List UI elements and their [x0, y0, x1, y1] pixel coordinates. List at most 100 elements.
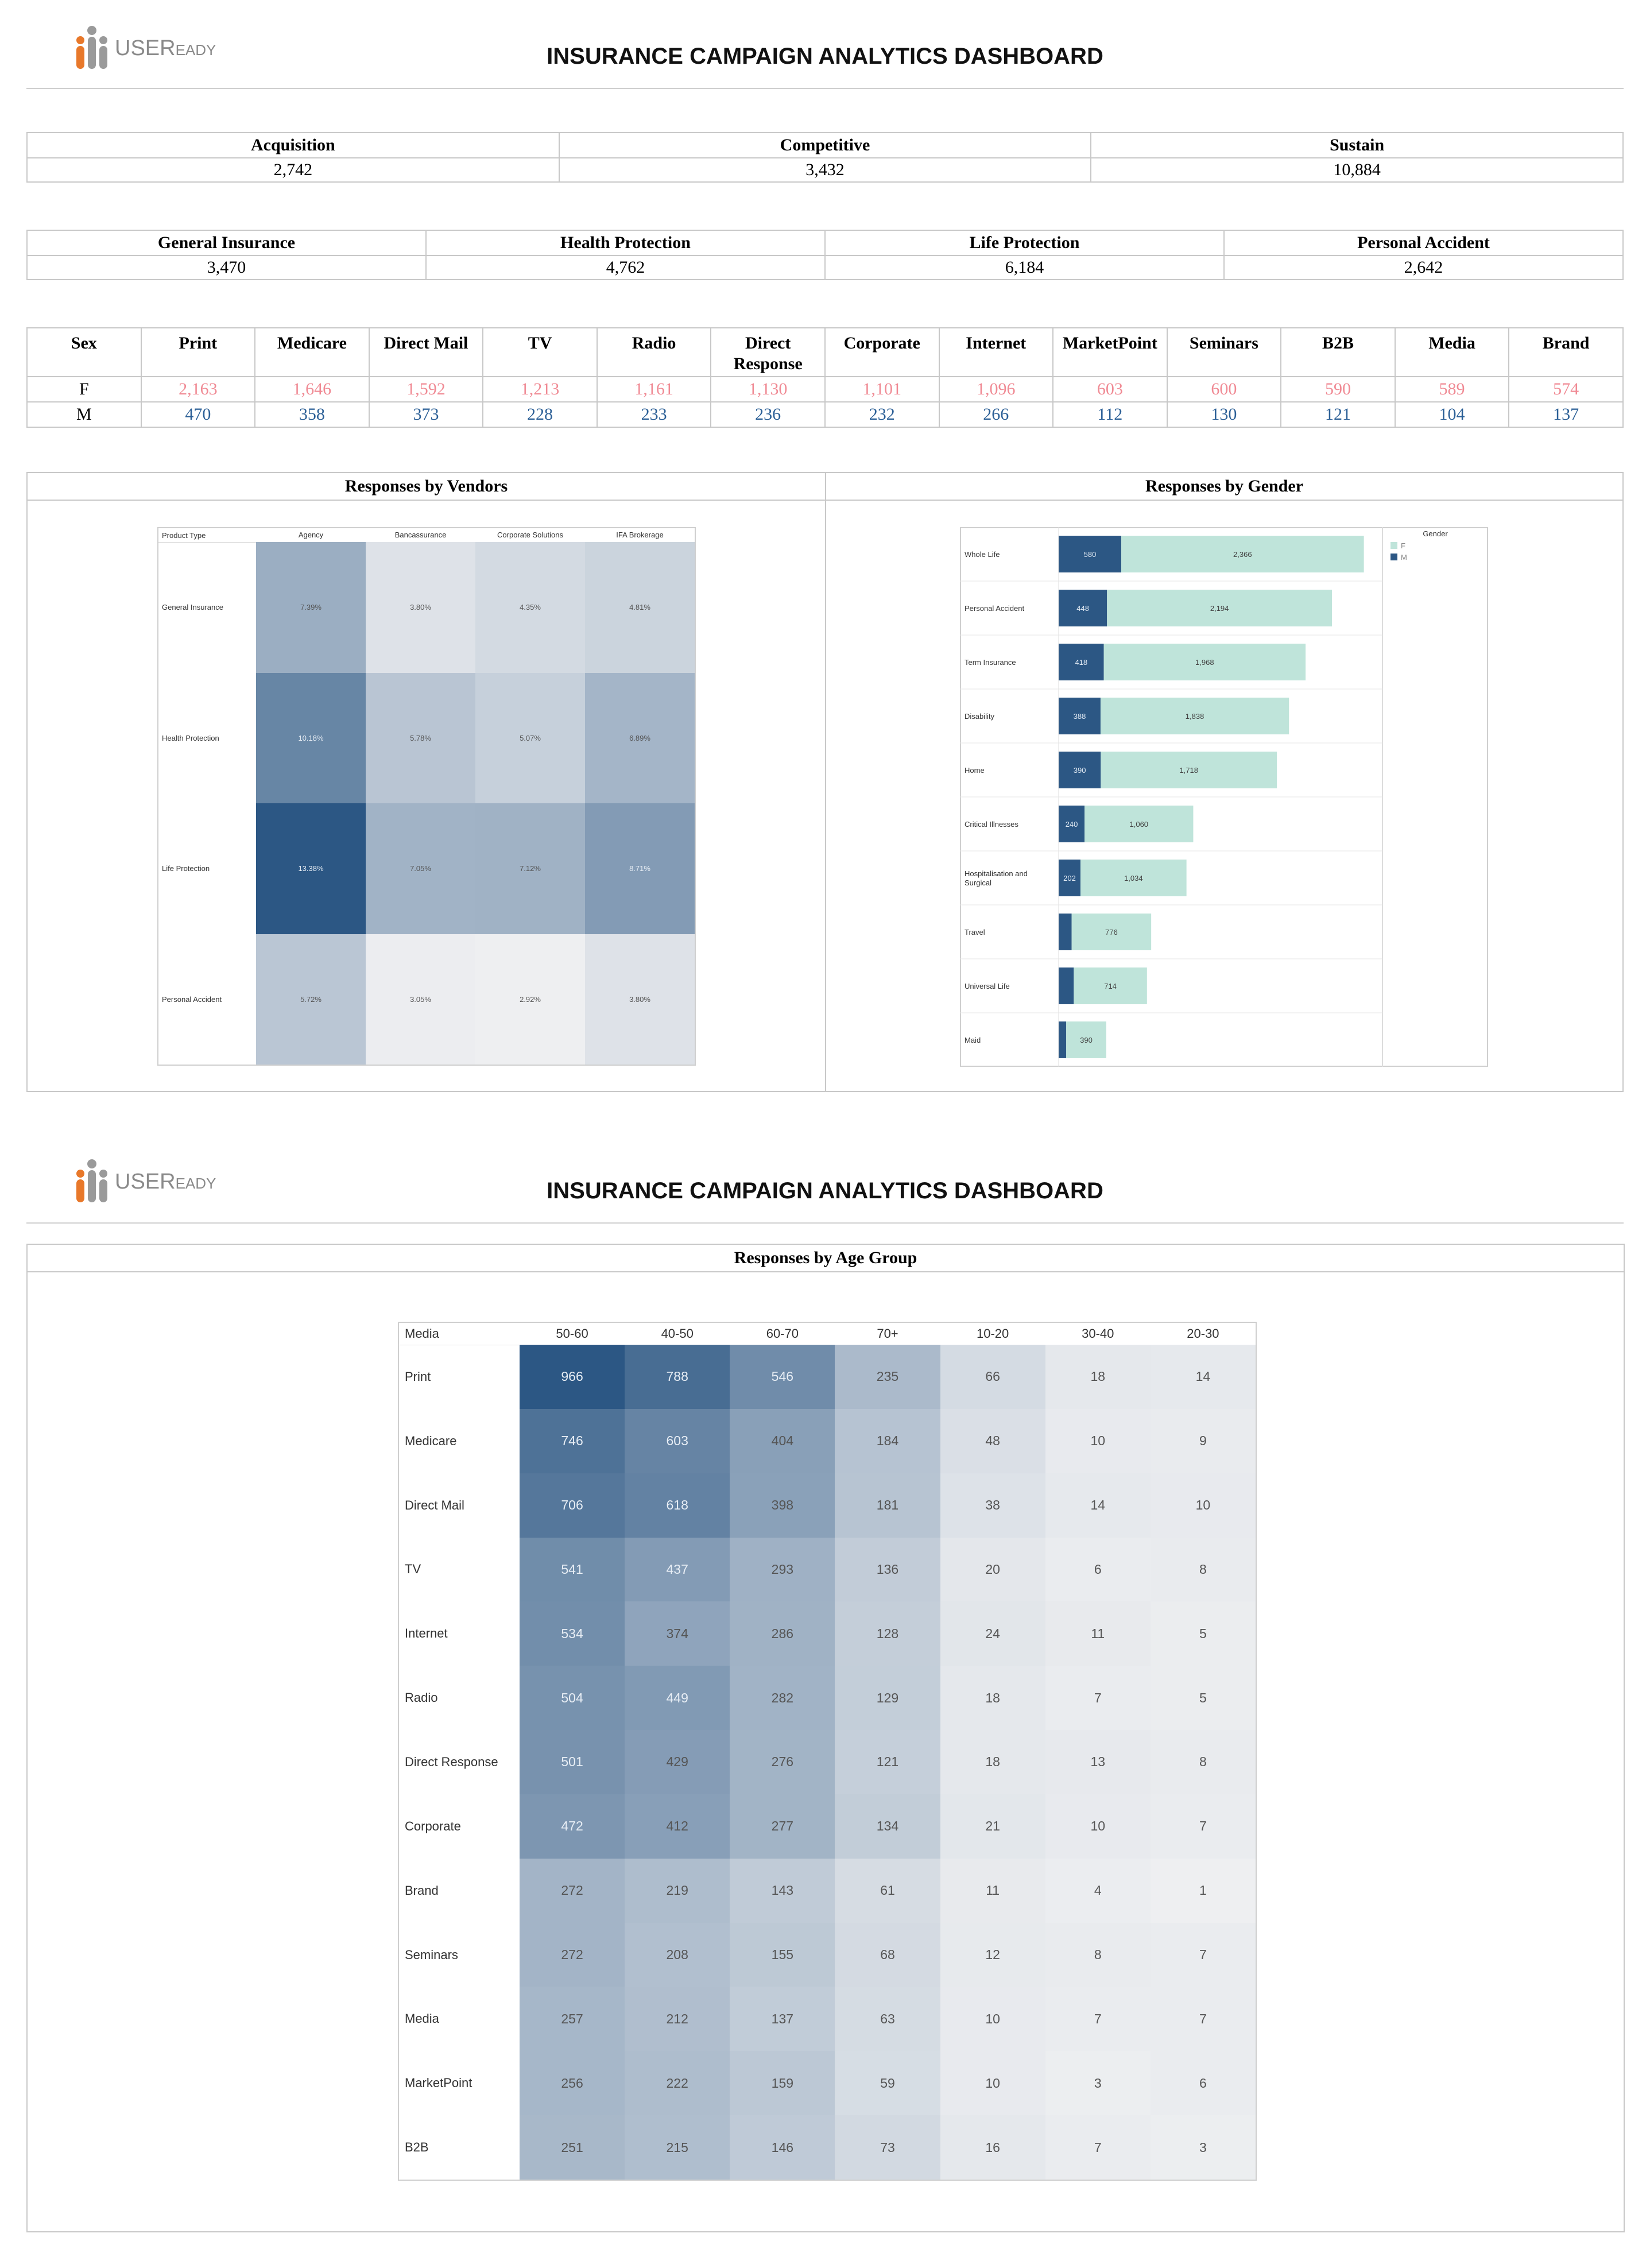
heatmap-cell-tv-60-70: 293: [730, 1537, 835, 1602]
sex-cell-f-b2b: 590: [1280, 376, 1396, 402]
heatmap-cell-b2b-30-40: 7: [1045, 2115, 1151, 2180]
bar-m-whole-life: [1059, 536, 1122, 572]
heatmap-cell-direct-response-20-30: 8: [1150, 1730, 1256, 1794]
heatmap-cell-seminars-10-20: 12: [940, 1922, 1045, 1987]
heatmap-cell-print-20-30: 14: [1150, 1345, 1256, 1409]
heatmap-cell-life-protection-agency: 13.38%: [256, 803, 366, 934]
logo-people-icon: [76, 26, 107, 69]
heatmap-cell-print-10-20: 66: [940, 1345, 1045, 1409]
bar-f-hospitalisation-and-surgical: [1080, 860, 1187, 896]
heatmap-cell-radio-60-70: 282: [730, 1666, 835, 1731]
category-label-universal-life: Universal Life: [965, 982, 1010, 990]
category-label-critical-illnesses: Critical Illnesses: [965, 820, 1018, 829]
sex-cell-m-medicare: 358: [254, 401, 370, 428]
row-label-radio: Radio: [405, 1690, 438, 1705]
bar-label-m-term-insurance: 418: [1075, 658, 1087, 667]
sex-cell-f-marketpoint: 603: [1052, 376, 1168, 402]
column-label-corporate-solutions: Corporate Solutions: [497, 531, 563, 539]
heatmap-cell-direct-response-30-40: 13: [1045, 1730, 1151, 1794]
bar-m-home: [1059, 752, 1101, 788]
sex-cell-f-medicare: 1,646: [254, 376, 370, 402]
heatmap-cell-direct-response-10-20: 18: [940, 1730, 1045, 1794]
header-divider-page2: [26, 1222, 1624, 1224]
heatmap-cell-direct-response-70: 121: [835, 1730, 940, 1794]
sex-cell-m-brand: 137: [1508, 401, 1624, 428]
bar-label-m-home: 390: [1074, 766, 1086, 775]
sex-cell-f-media: 589: [1394, 376, 1510, 402]
heatmap-cell-tv-10-20: 20: [940, 1537, 1045, 1602]
sex-cell-m-seminars: 130: [1166, 401, 1282, 428]
column-label-70: 70+: [877, 1326, 898, 1341]
heatmap-cell-corporate-50-60: 472: [520, 1794, 625, 1859]
kpi-label-competitive: Competitive: [558, 132, 1092, 158]
heatmap-cell-life-protection-corporate-solutions: 7.12%: [475, 803, 585, 934]
heatmap-cell-health-protection-agency: 10.18%: [256, 672, 366, 803]
sex-cell-m-radio: 233: [596, 401, 712, 428]
media-header-print: Print: [140, 327, 256, 377]
sex-cell-m-print: 470: [140, 401, 256, 428]
bar-label-f-travel: 776: [1105, 928, 1118, 936]
bar-f-critical-illnesses: [1084, 806, 1194, 842]
heatmap-cell-media-40-50: 212: [625, 1987, 730, 2052]
heatmap-cell-seminars-70: 68: [835, 1922, 940, 1987]
heatmap-cell-marketpoint-10-20: 10: [940, 2051, 1045, 2116]
heatmap-cell-brand-60-70: 143: [730, 1858, 835, 1923]
heatmap-row-header: Media: [405, 1326, 439, 1341]
sex-cell-f-seminars: 600: [1166, 376, 1282, 402]
heatmap-cell-medicare-40-50: 603: [625, 1408, 730, 1473]
heatmap-cell-general-insurance-corporate-solutions: 4.35%: [475, 542, 585, 673]
bar-label-f-critical-illnesses: 1,060: [1130, 820, 1149, 829]
column-label-40-50: 40-50: [661, 1326, 694, 1341]
row-label-corporate: Corporate: [405, 1818, 461, 1833]
row-label-marketpoint: MarketPoint: [405, 2076, 472, 2091]
bar-m-term-insurance: [1059, 644, 1104, 680]
bar-m-critical-illnesses: [1059, 806, 1085, 842]
heatmap-cell-b2b-60-70: 146: [730, 2115, 835, 2180]
heatmap-cell-corporate-40-50: 412: [625, 1794, 730, 1859]
column-label-20-30: 20-30: [1187, 1326, 1219, 1341]
media-header-b2b: B2B: [1280, 327, 1396, 377]
category-label-maid: Maid: [965, 1036, 981, 1044]
heatmap-cell-direct-response-50-60: 501: [520, 1730, 625, 1794]
sex-cell-f-corporate: 1,101: [824, 376, 940, 402]
heatmap-cell-media-70: 63: [835, 1987, 940, 2052]
bar-label-f-hospitalisation-and-surgical: 1,034: [1124, 874, 1143, 883]
useready-logo: USEREADY: [76, 25, 216, 71]
bar-m-personal-accident: [1059, 590, 1107, 626]
kpi-value-general-insurance: 3,470: [26, 255, 427, 280]
legend-label-m: M: [1401, 553, 1407, 562]
heatmap-cell-seminars-50-60: 272: [520, 1922, 625, 1987]
sex-header: Sex: [26, 327, 142, 377]
heatmap-cell-personal-accident-corporate-solutions: 2.92%: [475, 934, 585, 1065]
heatmap-cell-print-60-70: 546: [730, 1345, 835, 1409]
heatmap-cell-internet-70: 128: [835, 1601, 940, 1666]
media-header-radio: Radio: [596, 327, 712, 377]
heatmap-cell-marketpoint-60-70: 159: [730, 2051, 835, 2116]
heatmap-cell-seminars-20-30: 7: [1150, 1922, 1256, 1987]
gender-panel-title: Responses by Gender: [826, 473, 1622, 501]
row-label-internet: Internet: [405, 1626, 448, 1641]
bar-f-travel: [1071, 914, 1152, 950]
media-header-tv: TV: [482, 327, 598, 377]
media-header-direct-response: Direct Response: [710, 327, 826, 377]
heatmap-cell-personal-accident-bancassurance: 3.05%: [366, 934, 475, 1065]
heatmap-cell-b2b-40-50: 215: [625, 2115, 730, 2180]
heatmap-cell-medicare-20-30: 9: [1150, 1408, 1256, 1473]
heatmap-cell-medicare-70: 184: [835, 1408, 940, 1473]
heatmap-cell-media-60-70: 137: [730, 1987, 835, 2052]
logo-text: USEREADY: [115, 1169, 216, 1194]
heatmap-cell-general-insurance-ifa-brokerage: 4.81%: [585, 542, 695, 673]
kpi-value-sustain: 10,884: [1090, 157, 1624, 183]
bar-label-f-personal-accident: 2,194: [1210, 604, 1229, 613]
sex-cell-f-radio: 1,161: [596, 376, 712, 402]
heatmap-cell-internet-40-50: 374: [625, 1601, 730, 1666]
heatmap-cell-print-30-40: 18: [1045, 1345, 1151, 1409]
sex-cell-m-media: 104: [1394, 401, 1510, 428]
bar-label-m-disability: 388: [1074, 712, 1086, 721]
category-label-travel: Travel: [965, 928, 985, 936]
heatmap-cell-personal-accident-agency: 5.72%: [256, 934, 366, 1065]
bar-label-f-universal-life: 714: [1104, 982, 1117, 990]
bar-f-home: [1101, 752, 1277, 788]
vendors-panel: Responses by Vendors Product Type Agency B…: [26, 472, 826, 1092]
heatmap-cell-personal-accident-ifa-brokerage: 3.80%: [585, 934, 695, 1065]
